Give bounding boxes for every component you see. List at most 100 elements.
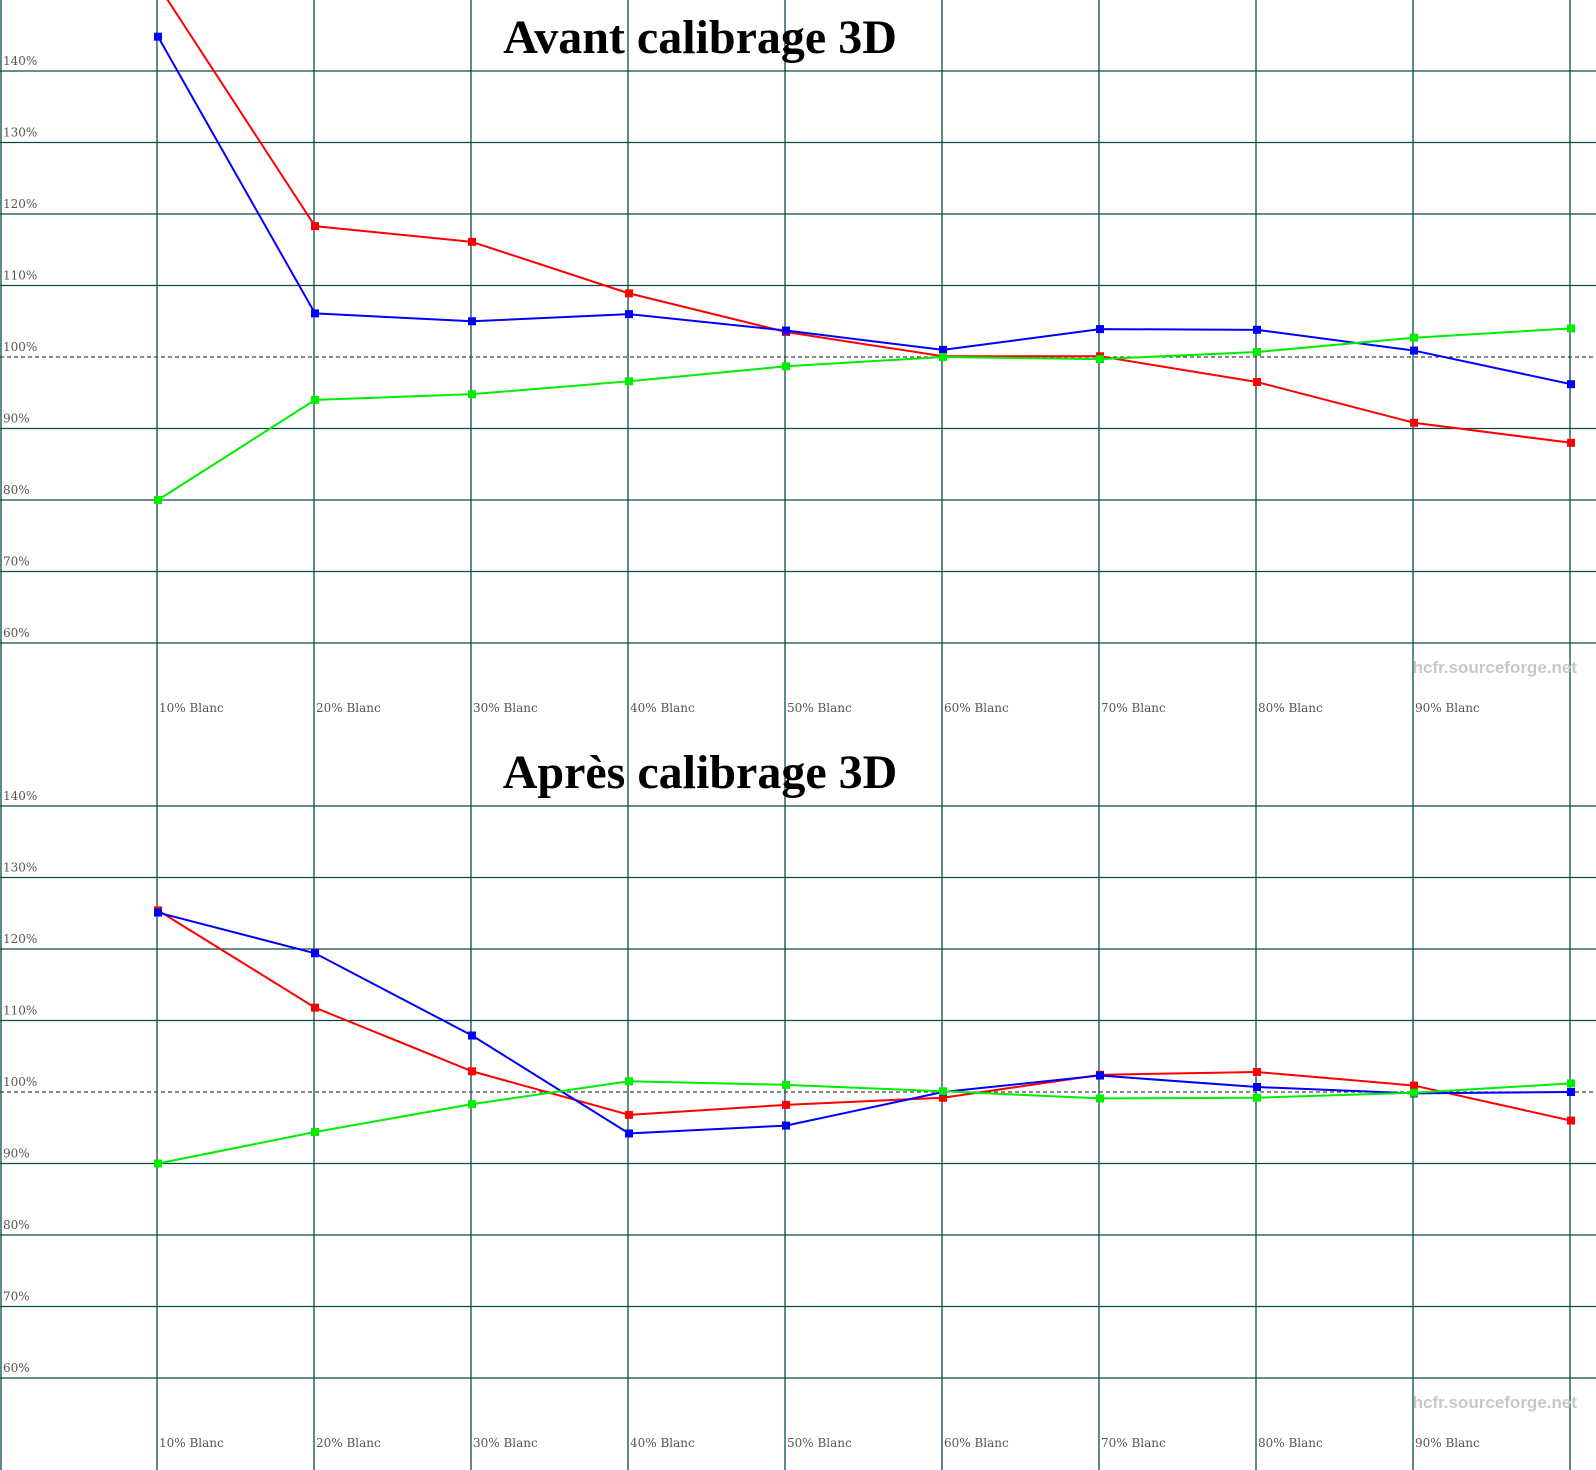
data-point [1096,355,1104,364]
y-tick-label: 90% [3,412,30,426]
data-point [1567,324,1575,333]
y-tick-label: 70% [3,555,30,569]
chart-after: 60% 70% 80% 90% 100% 110% 120% 130% 140% 10% Blan… [0,735,1596,1470]
data-point [1096,1071,1104,1080]
y-tick-label: 140% [3,54,37,68]
x-tick-label: 10% Blanc [159,1436,224,1450]
data-point [939,353,947,361]
data-point [625,310,633,319]
data-point [1567,1116,1575,1125]
data-point [154,1159,162,1168]
data-point [1567,380,1575,389]
y-tick-label: 140% [3,789,37,803]
data-point [625,1129,633,1138]
series-line [157,909,1572,1122]
x-tick-label: 20% Blanc [316,1436,381,1450]
data-point [311,1128,319,1137]
data-point [1410,346,1418,355]
data-point [468,1031,476,1040]
y-tick-label: 110% [3,269,37,283]
data-point [154,32,162,41]
data-point [782,362,790,371]
data-point [782,1121,790,1130]
data-point [1253,1082,1261,1091]
chart-title: Après calibrage 3D [503,746,898,799]
y-tick-label: 120% [3,197,37,211]
watermark: hcfr.sourceforge.net [1413,1393,1578,1412]
x-tick-label: 50% Blanc [787,1436,852,1450]
x-tick-label: 90% Blanc [1415,701,1480,715]
y-tick-label: 110% [3,1004,37,1018]
x-tick-label: 50% Blanc [787,701,852,715]
data-point [625,377,633,386]
data-point [939,1087,947,1096]
y-tick-label: 90% [3,1147,30,1161]
data-point [625,289,633,298]
data-point [782,326,790,335]
data-point [468,317,476,326]
data-point [1567,1079,1575,1088]
data-point [468,1100,476,1109]
data-point [1410,333,1418,342]
data-point [1410,1081,1418,1090]
x-tick-label: 40% Blanc [630,1436,695,1450]
y-tick-label: 130% [3,126,37,140]
series-line [157,327,1572,501]
data-point [154,908,162,917]
x-tick-label: 10% Blanc [159,701,224,715]
data-point [311,949,319,958]
y-tick-label: 80% [3,483,30,497]
series-line [157,911,1572,1135]
data-point [1253,1093,1261,1102]
data-point [1253,378,1261,387]
data-point [468,1067,476,1076]
data-point [1410,1088,1418,1097]
grid [0,735,1596,1470]
series [154,908,1575,1138]
data-point [939,1093,947,1102]
x-tick-label: 90% Blanc [1415,1436,1480,1450]
series [166,0,1575,447]
data-point [1253,325,1261,334]
chart-svg: 60% 70% 80% 90% 100% 110% 120% 130% 140% 10% Blan… [0,0,1596,735]
data-point [782,1080,790,1089]
y-tick-label: 130% [3,861,37,875]
data-point [468,390,476,399]
x-tick-label: 80% Blanc [1258,1436,1323,1450]
data-point [311,1003,319,1012]
y-tick-label: 70% [3,1290,30,1304]
y-tick-label: 80% [3,1218,30,1232]
x-tick-label: 20% Blanc [316,701,381,715]
x-tick-label: 30% Blanc [473,1436,538,1450]
series [154,1077,1575,1168]
data-point [1096,325,1104,334]
y-tick-label: 60% [3,1361,30,1375]
data-point [311,222,319,231]
y-tick-label: 60% [3,626,30,640]
series [154,32,1575,389]
data-point [154,496,162,504]
series-line [157,36,1572,386]
data-point [311,395,319,404]
data-point [1253,347,1261,356]
chart-title: Avant calibrage 3D [503,11,897,64]
x-tick-label: 60% Blanc [944,701,1009,715]
y-tick-label: 120% [3,932,37,946]
x-tick-label: 40% Blanc [630,701,695,715]
data-point [1096,1094,1104,1103]
data-point [468,237,476,246]
chart-before: 60% 70% 80% 90% 100% 110% 120% 130% 140% 10% Blan… [0,0,1596,735]
data-point [625,1077,633,1086]
data-point [1567,438,1575,447]
watermark: hcfr.sourceforge.net [1413,658,1578,677]
series-line [166,0,1572,444]
x-tick-label: 70% Blanc [1101,701,1166,715]
data-point [939,345,947,354]
data-point [311,309,319,318]
series [154,324,1575,504]
data-point [1253,1067,1261,1076]
data-point [1567,1088,1575,1096]
chart-svg: 60% 70% 80% 90% 100% 110% 120% 130% 140% 10% Blan… [0,735,1596,1470]
x-tick-label: 30% Blanc [473,701,538,715]
data-point [625,1110,633,1119]
